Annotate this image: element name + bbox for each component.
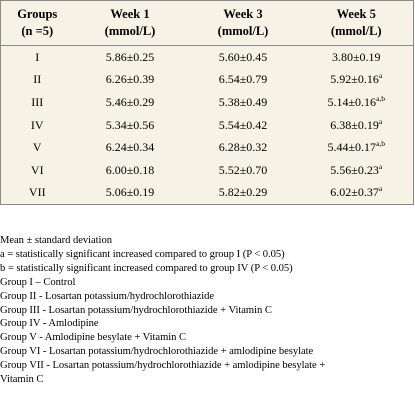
- table-row: I 5.86±0.25 5.60±0.45 3.80±0.19: [1, 46, 414, 69]
- table-row: V 6.24±0.34 6.28±0.32 5.44±0.17a,b: [1, 136, 414, 159]
- table-footnotes: Mean ± standard deviation a = statistica…: [0, 234, 415, 387]
- cell-week1: 5.86±0.25: [105, 49, 155, 64]
- cell-group: IV: [30, 117, 44, 132]
- header-line1: Groups: [17, 7, 58, 21]
- significance-mark: a: [378, 161, 383, 171]
- significance-mark: a: [378, 71, 383, 81]
- cell-week5: 5.14±0.16a,b: [300, 91, 414, 114]
- cell-week5: 6.02±0.37a: [300, 182, 414, 205]
- header-week3: Week 3 (mmol/L): [186, 0, 300, 46]
- header-line2: (mmol/L): [104, 24, 156, 38]
- table-row: III 5.46±0.29 5.38±0.49 5.14±0.16a,b: [1, 91, 414, 114]
- table-body: I 5.86±0.25 5.60±0.45 3.80±0.19 II 6.26±…: [1, 46, 414, 205]
- cell-group: VII: [28, 185, 46, 200]
- footnote-line: Group III - Losartan potassium/hydrochlo…: [0, 304, 272, 316]
- table-row: VII 5.06±0.19 5.82±0.29 6.02±0.37a: [1, 182, 414, 205]
- header-week5: Week 5 (mmol/L): [299, 0, 414, 46]
- cell-group: II: [33, 72, 42, 87]
- significance-mark: a: [378, 116, 383, 126]
- header-week1: Week 1 (mmol/L): [73, 0, 187, 46]
- footnote-line: Mean ± standard deviation: [0, 235, 112, 246]
- significance-mark: a: [378, 184, 383, 194]
- cell-week5: 6.38±0.19a: [300, 114, 414, 137]
- cell-week5: 5.44±0.17a,b: [300, 136, 414, 159]
- header-line2: (mmol/L): [217, 24, 269, 38]
- header-line2: (n =5): [21, 24, 54, 38]
- table-header: Groups (n =5) Week 1 (mmol/L) Week 3 (mm…: [0, 0, 414, 46]
- cell-week3: 5.52±0.70: [218, 162, 268, 177]
- table-row: II 6.26±0.39 6.54±0.79 5.92±0.16a: [1, 69, 414, 92]
- header-groups: Groups (n =5): [0, 0, 74, 46]
- footnote-line: Group V - Amlodipine besylate + Vitamin …: [0, 332, 187, 344]
- cell-week5: 3.80±0.19: [300, 46, 414, 69]
- cell-value: 5.44±0.17: [327, 140, 377, 155]
- cell-value: 5.56±0.23: [330, 162, 379, 177]
- footnote-line: Group VI - Losartan potassium/hydrochlor…: [0, 346, 314, 358]
- cell-week3: 6.54±0.79: [218, 72, 268, 87]
- cell-group: VI: [30, 162, 44, 177]
- header-line2: (mmol/L): [330, 24, 382, 38]
- cell-week1: 5.06±0.19: [105, 185, 155, 200]
- footnote-line: a = statistically significant increased …: [0, 248, 285, 260]
- significance-mark: a,b: [376, 93, 386, 103]
- cell-group: I: [35, 49, 40, 64]
- cell-value: 3.80±0.19: [331, 49, 381, 64]
- cell-value: 6.02±0.37: [330, 185, 379, 200]
- cell-week1: 6.24±0.34: [105, 140, 155, 155]
- footnote-line: Group VII - Losartan potassium/hydrochlo…: [0, 360, 326, 372]
- table-row: IV 5.34±0.56 5.54±0.42 6.38±0.19a: [1, 114, 414, 137]
- cell-week3: 6.28±0.32: [218, 140, 268, 155]
- table-row: VI 6.00±0.18 5.52±0.70 5.56±0.23a: [1, 159, 414, 182]
- cell-value: 5.92±0.16: [330, 72, 379, 87]
- header-line1: Week 5: [336, 7, 376, 21]
- cell-value: 5.14±0.16: [327, 94, 377, 109]
- significance-mark: a,b: [376, 139, 386, 149]
- cell-week5: 5.92±0.16a: [300, 69, 414, 92]
- footnote-line: Group I – Control: [0, 276, 76, 288]
- cell-week3: 5.38±0.49: [218, 94, 268, 109]
- footnote-line: Vitamin C: [0, 374, 44, 386]
- cell-week1: 6.00±0.18: [105, 162, 155, 177]
- cell-group: V: [32, 140, 42, 155]
- cell-week1: 5.34±0.56: [105, 117, 155, 132]
- cell-week1: 5.46±0.29: [105, 94, 155, 109]
- footnote-line: Group II - Losartan potassium/hydrochlor…: [0, 290, 215, 302]
- cell-group: III: [31, 94, 44, 109]
- results-table: Groups (n =5) Week 1 (mmol/L) Week 3 (mm…: [0, 0, 414, 206]
- footnote-line: Group IV - Amlodipine: [0, 318, 99, 330]
- cell-week1: 6.26±0.39: [105, 72, 155, 87]
- cell-week3: 5.60±0.45: [218, 49, 268, 64]
- cell-value: 6.38±0.19: [330, 117, 379, 132]
- footnote-line: b = statistically significant increased …: [0, 262, 293, 274]
- cell-week3: 5.82±0.29: [218, 185, 268, 200]
- cell-week5: 5.56±0.23a: [300, 159, 414, 182]
- header-line1: Week 3: [223, 7, 263, 21]
- cell-week3: 5.54±0.42: [218, 117, 268, 132]
- header-line1: Week 1: [110, 7, 150, 21]
